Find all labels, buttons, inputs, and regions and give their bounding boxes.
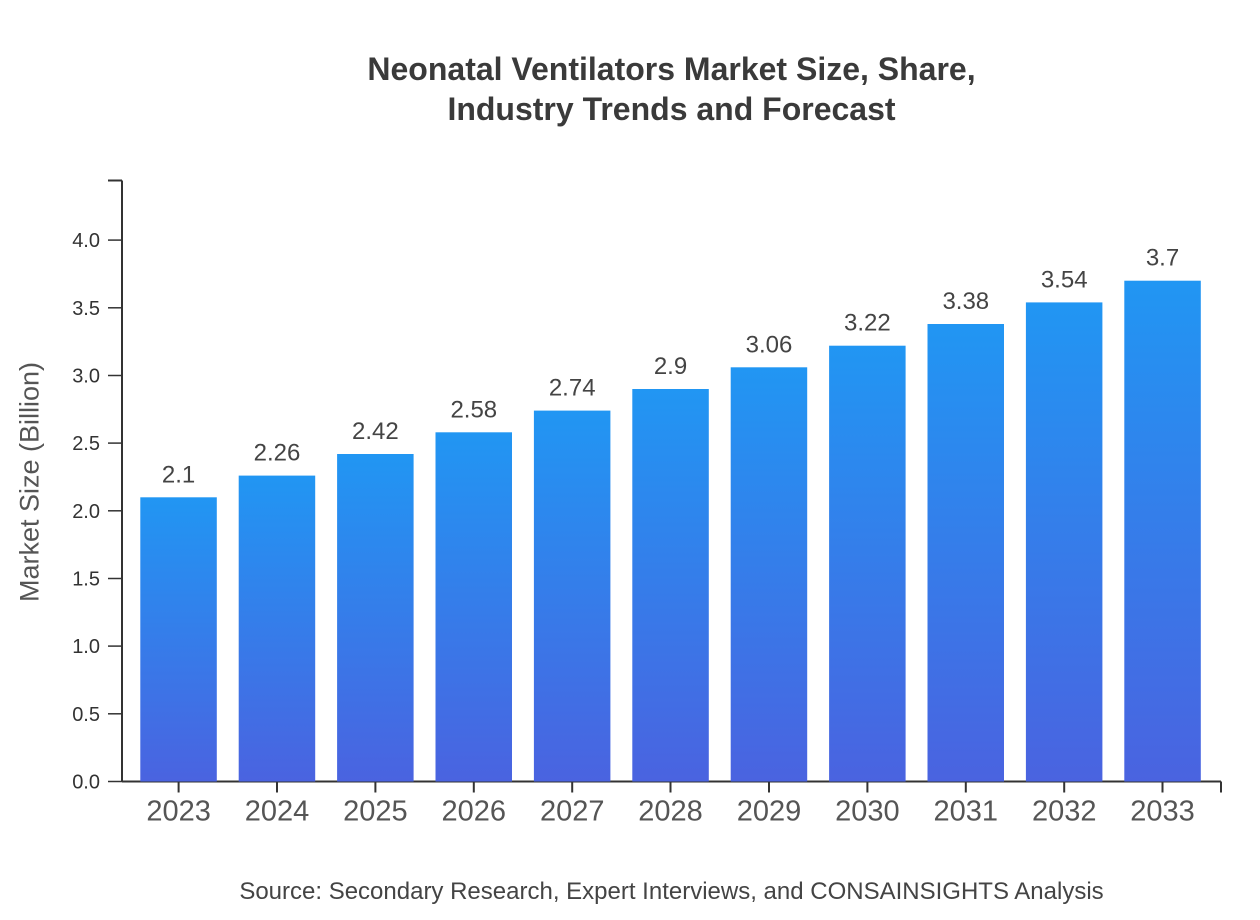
svg-text:2.74: 2.74 xyxy=(549,375,596,402)
svg-text:2031: 2031 xyxy=(934,796,999,828)
svg-text:2029: 2029 xyxy=(737,796,802,828)
svg-text:3.5: 3.5 xyxy=(72,298,100,320)
svg-text:2027: 2027 xyxy=(540,796,605,828)
svg-text:2025: 2025 xyxy=(343,796,408,828)
svg-text:4.0: 4.0 xyxy=(72,230,100,252)
svg-text:3.06: 3.06 xyxy=(746,331,793,358)
svg-text:0.5: 0.5 xyxy=(72,704,100,726)
svg-text:2.9: 2.9 xyxy=(654,353,687,380)
svg-text:2.5: 2.5 xyxy=(72,433,100,455)
svg-text:2028: 2028 xyxy=(638,796,703,828)
svg-text:2032: 2032 xyxy=(1032,796,1097,828)
svg-text:2033: 2033 xyxy=(1130,796,1195,828)
svg-text:2.0: 2.0 xyxy=(72,501,100,523)
svg-text:3.0: 3.0 xyxy=(72,366,100,388)
svg-text:0.0: 0.0 xyxy=(72,772,100,794)
svg-text:3.54: 3.54 xyxy=(1041,266,1088,293)
svg-text:1.0: 1.0 xyxy=(72,636,100,658)
svg-text:3.22: 3.22 xyxy=(844,310,891,337)
svg-text:2.26: 2.26 xyxy=(254,440,301,467)
svg-text:3.7: 3.7 xyxy=(1146,245,1179,272)
svg-text:3.38: 3.38 xyxy=(942,288,989,315)
svg-text:2.58: 2.58 xyxy=(450,396,497,423)
svg-text:1.5: 1.5 xyxy=(72,569,100,591)
svg-text:2023: 2023 xyxy=(146,796,211,828)
svg-text:2024: 2024 xyxy=(245,796,310,828)
svg-text:2026: 2026 xyxy=(442,796,507,828)
svg-text:2.1: 2.1 xyxy=(162,461,195,488)
svg-text:2.42: 2.42 xyxy=(352,418,399,445)
svg-text:2030: 2030 xyxy=(835,796,900,828)
